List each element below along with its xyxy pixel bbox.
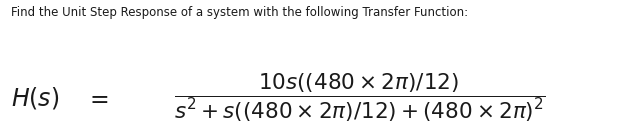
Text: $\dfrac{10s\left((480 \times 2\pi)/12\right)}{s^2 + s\left((480 \times 2\pi)/12\: $\dfrac{10s\left((480 \times 2\pi)/12\ri… — [174, 72, 546, 124]
Text: Find the Unit Step Response of a system with the following Transfer Function:: Find the Unit Step Response of a system … — [11, 6, 468, 19]
Text: $=$: $=$ — [85, 86, 108, 110]
Text: $H(s)$: $H(s)$ — [11, 85, 59, 111]
